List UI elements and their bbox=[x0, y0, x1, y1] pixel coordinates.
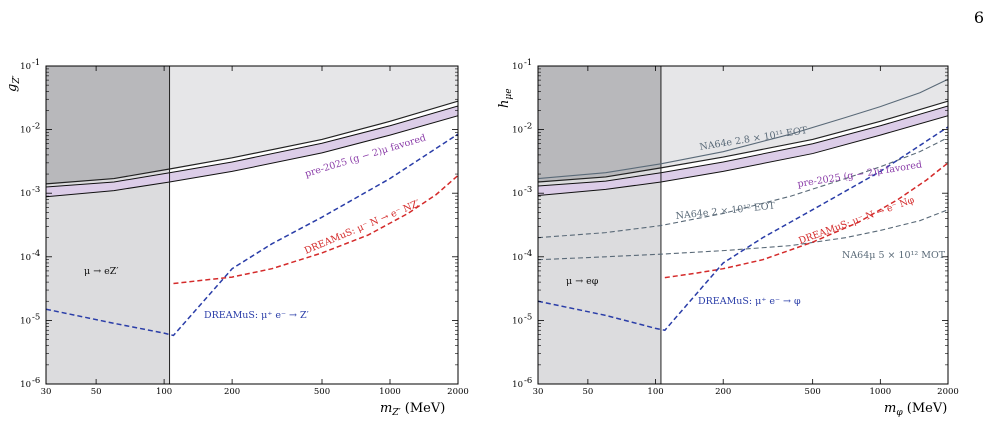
series-line-2 bbox=[46, 133, 458, 337]
y-tick-exponent: -1 bbox=[32, 58, 40, 68]
y-tick-label: 10 bbox=[20, 316, 31, 326]
y-tick-label: 10 bbox=[512, 189, 523, 199]
gm2-band-lower-edge bbox=[538, 115, 948, 197]
right-red-label: DREAMuS: μ⁻ N → e⁻ Nφ bbox=[797, 195, 916, 247]
right-plot-area bbox=[538, 66, 948, 384]
right-na64mu-label: NA64μ 5 × 10¹² MOT bbox=[842, 250, 946, 261]
x-tick-label: 2000 bbox=[937, 387, 959, 397]
left-blue-label: DREAMuS: μ⁺ e⁻ → Z′ bbox=[204, 310, 309, 321]
x-tick-label: 1000 bbox=[870, 387, 892, 397]
series-line-5 bbox=[538, 126, 948, 332]
x-tick-label: 50 bbox=[91, 387, 102, 397]
y-tick-label: 10 bbox=[512, 253, 523, 263]
y-tick-exponent: -5 bbox=[524, 312, 532, 322]
gm2-band-upper-edge bbox=[538, 105, 948, 187]
excluded-region-overlap bbox=[46, 66, 170, 184]
exclusion-boundary bbox=[46, 100, 458, 185]
series-line-1 bbox=[173, 174, 458, 285]
y-tick-label: 10 bbox=[512, 380, 523, 390]
y-tick-exponent: -3 bbox=[32, 185, 40, 195]
x-tick-label: 100 bbox=[647, 387, 663, 397]
y-tick-label: 10 bbox=[20, 253, 31, 263]
x-tick-label: 1000 bbox=[379, 387, 401, 397]
y-tick-label: 10 bbox=[20, 62, 31, 72]
gm2-band-upper-edge bbox=[46, 105, 458, 188]
exclusion-boundary bbox=[538, 100, 948, 183]
left-region-label: μ → eZ′ bbox=[84, 266, 119, 277]
y-tick-label: 10 bbox=[512, 62, 523, 72]
right-region-label: μ → eφ bbox=[566, 276, 599, 287]
y-tick-exponent: -3 bbox=[524, 185, 532, 195]
y-tick-label: 10 bbox=[20, 380, 31, 390]
x-tick-label: 2000 bbox=[447, 387, 469, 397]
right-plot-frame bbox=[537, 65, 949, 385]
x-tick-label: 500 bbox=[805, 387, 821, 397]
left-plot-frame bbox=[45, 65, 459, 385]
series-line-4 bbox=[664, 162, 948, 279]
y-tick-exponent: -1 bbox=[524, 58, 532, 68]
series-line-1 bbox=[538, 78, 948, 180]
gm2-favored-band bbox=[46, 106, 458, 197]
right-xaxis-title: mφ (MeV) bbox=[884, 401, 947, 418]
left-red-label: DREAMuS: μ⁻ N → e⁻ NZ′ bbox=[303, 198, 422, 257]
y-tick-exponent: -4 bbox=[32, 249, 40, 259]
y-tick-exponent: -4 bbox=[524, 249, 532, 259]
gm2-band-lower-edge bbox=[46, 115, 458, 198]
x-tick-label: 50 bbox=[582, 387, 593, 397]
left-xaxis-title: mZ′ (MeV) bbox=[380, 401, 445, 418]
x-tick-label: 500 bbox=[314, 387, 330, 397]
y-tick-label: 10 bbox=[20, 126, 31, 136]
x-tick-label: 30 bbox=[533, 387, 544, 397]
x-tick-label: 100 bbox=[156, 387, 172, 397]
right-blue-label: DREAMuS: μ⁺ e⁻ → φ bbox=[698, 296, 801, 307]
y-tick-exponent: -6 bbox=[32, 376, 40, 386]
right-yaxis-title: hμe bbox=[497, 88, 514, 108]
y-tick-exponent: -2 bbox=[32, 122, 40, 132]
y-tick-label: 10 bbox=[512, 316, 523, 326]
right-na64e-b-label: NA64e 2 × 10¹² EOT bbox=[675, 201, 776, 222]
x-tick-label: 30 bbox=[41, 387, 52, 397]
y-tick-exponent: -6 bbox=[524, 376, 532, 386]
left-yaxis-title: gZ′ bbox=[5, 75, 22, 92]
y-tick-label: 10 bbox=[512, 126, 523, 136]
left-plot-area bbox=[46, 66, 458, 384]
x-tick-label: 200 bbox=[224, 387, 240, 397]
gm2-favored-band bbox=[538, 106, 948, 196]
page-number: 6 bbox=[973, 8, 984, 27]
y-tick-exponent: -2 bbox=[524, 122, 532, 132]
y-tick-exponent: -5 bbox=[32, 312, 40, 322]
right-gm2-label: pre-2025 (g − 2)μ favored bbox=[797, 159, 923, 190]
excluded-region-overlap bbox=[538, 66, 661, 183]
series-line-3 bbox=[538, 209, 948, 261]
y-tick-label: 10 bbox=[20, 189, 31, 199]
series-line-2 bbox=[538, 137, 948, 239]
x-tick-label: 200 bbox=[715, 387, 731, 397]
